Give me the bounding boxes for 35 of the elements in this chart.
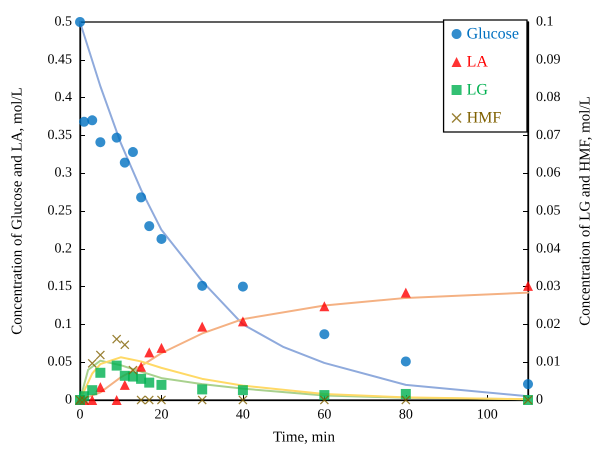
x-tick-label: 40 [236, 408, 250, 422]
legend-label: HMF [466, 110, 502, 126]
x-tick-label: 20 [154, 408, 168, 422]
y2-tick-label: 0.09 [536, 52, 560, 68]
y-tick-label: 0.05 [48, 354, 72, 370]
y2-tick-label: 0.06 [536, 166, 560, 181]
y-tick-label: 0.35 [48, 128, 72, 143]
y-tick-label: 0.15 [48, 279, 72, 294]
y-tick-label: 0.2 [54, 241, 72, 256]
y-tick-label: 0.45 [48, 52, 72, 68]
y-tick-label: 0.3 [54, 166, 72, 181]
y-tick-label: 0.5 [54, 14, 72, 30]
y2-axis-title: Concentration of LG and HMF, mol/L [578, 96, 594, 326]
x-axis-title: Time, min [273, 430, 336, 446]
y-tick-label: 0 [65, 392, 72, 408]
legend-label: LG [466, 82, 488, 98]
x-tick-label: 100 [476, 408, 498, 422]
y-axis-title: Concentration of Glucose and LA, mol/L [10, 87, 26, 335]
y2-tick-label: 0.07 [536, 128, 560, 143]
x-tick-label: 0 [76, 408, 84, 422]
y2-tick-label: 0.08 [536, 90, 560, 106]
x-tick-label: 60 [317, 408, 332, 422]
legend-label: LA [466, 54, 488, 70]
y2-tick-label: 0.05 [536, 204, 560, 218]
x-tick-label: 80 [398, 408, 413, 422]
y2-tick-label: 0.03 [536, 279, 560, 294]
y-tick-label: 0.25 [48, 204, 72, 218]
y2-tick-label: 0 [536, 392, 543, 408]
y2-tick-label: 0.04 [536, 241, 560, 256]
y2-tick-label: 0.02 [536, 316, 560, 332]
y2-tick-label: 0.1 [536, 14, 554, 30]
y-tick-label: 0.4 [54, 90, 72, 106]
y-tick-label: 0.1 [54, 316, 72, 332]
y2-tick-label: 0.01 [536, 354, 560, 370]
legend-label: Glucose [466, 26, 520, 42]
